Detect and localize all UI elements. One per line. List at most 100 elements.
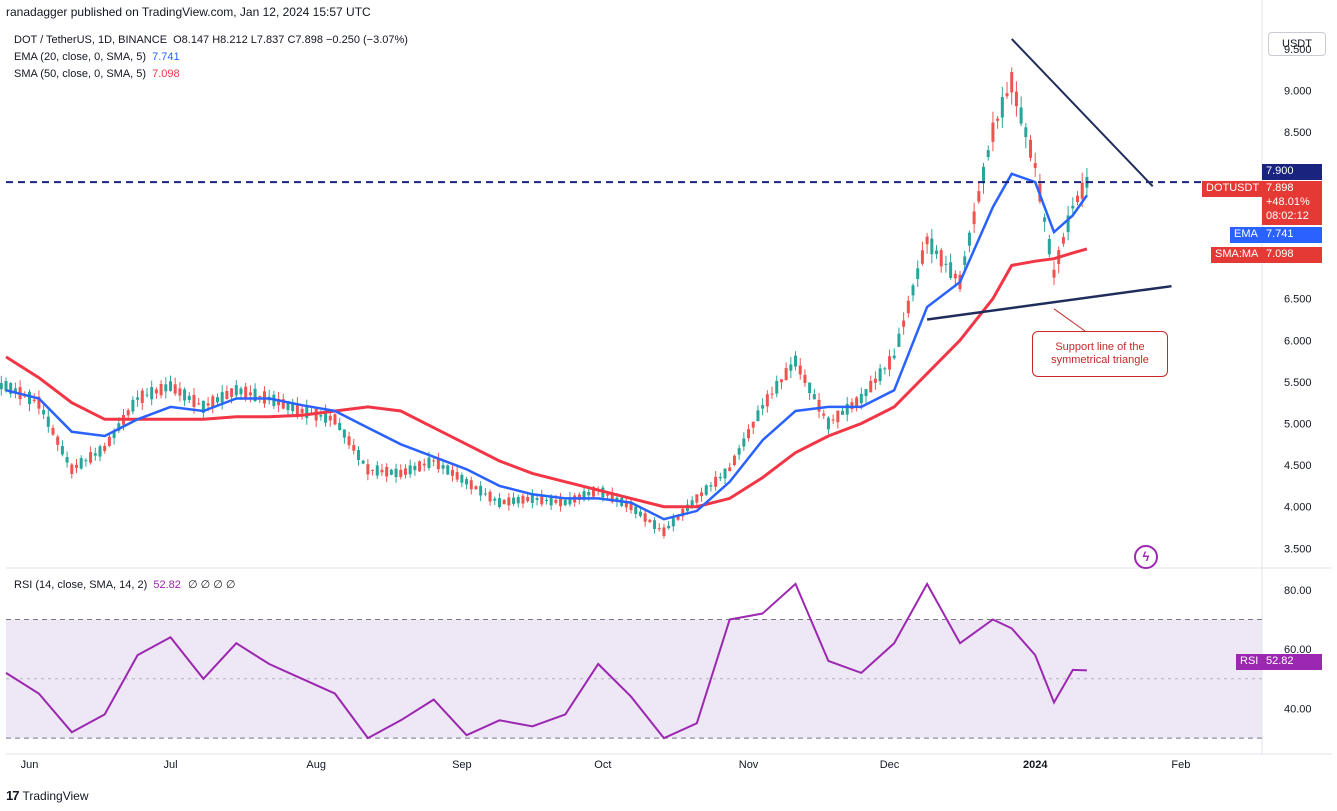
ema-price-tag: 7.741 bbox=[1262, 227, 1322, 243]
candle-body bbox=[841, 410, 845, 415]
candle-body bbox=[775, 380, 779, 394]
candle-body bbox=[117, 423, 121, 431]
candle-body bbox=[84, 460, 88, 462]
candle-body bbox=[972, 211, 976, 225]
candle-body bbox=[493, 498, 497, 501]
y-tick-label: 6.000 bbox=[1284, 335, 1312, 347]
rsi-legend-label: RSI (14, close, SMA, 14, 2) bbox=[14, 579, 148, 591]
sma-line bbox=[5, 247, 1088, 509]
candle-body bbox=[559, 497, 563, 507]
candle-body bbox=[394, 468, 398, 477]
candle-body bbox=[65, 456, 69, 463]
x-tick-label: Feb bbox=[1171, 759, 1190, 771]
candle-body bbox=[441, 465, 445, 469]
candle-body bbox=[361, 460, 365, 464]
candle-body bbox=[930, 238, 934, 255]
candle-body bbox=[145, 394, 149, 396]
candle-body bbox=[432, 460, 436, 462]
candle-body bbox=[408, 465, 412, 475]
candle-body bbox=[1000, 96, 1004, 118]
candle-body bbox=[403, 468, 407, 475]
last-price: 7.898 bbox=[1266, 182, 1294, 194]
candle-body bbox=[742, 438, 746, 447]
candle-body bbox=[234, 385, 238, 396]
candle-body bbox=[220, 392, 224, 403]
candle-body bbox=[42, 410, 46, 415]
candle-body bbox=[869, 380, 873, 393]
ohlc-readout: O8.147 H8.212 L7.837 C7.898 −0.250 (−3.0… bbox=[173, 34, 408, 46]
lightning-alert-icon[interactable]: ϟ bbox=[1134, 545, 1158, 569]
candle-body bbox=[103, 445, 107, 451]
candle-body bbox=[732, 455, 736, 465]
candle-body bbox=[920, 250, 924, 264]
candle-body bbox=[643, 513, 647, 522]
candle-body bbox=[89, 452, 93, 463]
candle-body bbox=[784, 368, 788, 381]
y-tick-label: 6.500 bbox=[1284, 294, 1312, 306]
candle-body bbox=[295, 403, 299, 415]
candle-body bbox=[371, 469, 375, 471]
candle-body bbox=[554, 499, 558, 503]
candle-body bbox=[808, 382, 812, 394]
candle-body bbox=[916, 268, 920, 279]
candle-body bbox=[925, 236, 929, 245]
candle-body bbox=[751, 421, 755, 428]
candle-body bbox=[676, 515, 680, 520]
candle-body bbox=[140, 390, 144, 403]
currency-button[interactable]: USDT bbox=[1268, 32, 1326, 56]
candle-body bbox=[474, 486, 478, 490]
annotation-line-1: Support line of the bbox=[1055, 341, 1145, 353]
candle-body bbox=[902, 320, 906, 327]
candle-body bbox=[944, 263, 948, 265]
x-tick-label: Dec bbox=[880, 759, 900, 771]
candle-body bbox=[112, 430, 116, 439]
candle-body bbox=[488, 491, 492, 502]
candle-body bbox=[107, 436, 111, 446]
candle-body bbox=[277, 398, 281, 406]
rsi-price-tag: 52.82 bbox=[1262, 654, 1322, 670]
candle-body bbox=[606, 494, 610, 496]
candle-body bbox=[281, 399, 285, 409]
candle-body bbox=[718, 476, 722, 479]
candle-body bbox=[779, 379, 783, 383]
candle-body bbox=[1029, 139, 1033, 158]
candle-body bbox=[469, 480, 473, 490]
candle-body bbox=[1052, 269, 1056, 278]
candle-body bbox=[187, 395, 191, 401]
candle-body bbox=[1071, 205, 1075, 209]
candle-body bbox=[93, 453, 97, 456]
rsi-tick-label: 40.00 bbox=[1284, 703, 1312, 715]
x-tick-label: 2024 bbox=[1023, 759, 1048, 771]
candle-body bbox=[502, 499, 506, 505]
candle-body bbox=[1024, 127, 1028, 138]
candle-body bbox=[460, 474, 464, 483]
annotation-pointer bbox=[1053, 308, 1086, 332]
candle-body bbox=[375, 465, 379, 476]
candle-body bbox=[131, 399, 135, 412]
candle-body bbox=[206, 403, 210, 406]
tradingview-logo-icon: 17 bbox=[6, 788, 20, 803]
candle-body bbox=[878, 368, 882, 382]
candle-body bbox=[399, 469, 403, 477]
candle-body bbox=[446, 465, 450, 475]
candle-body bbox=[70, 464, 74, 475]
candle-body bbox=[949, 262, 953, 278]
candle-body bbox=[347, 436, 351, 446]
candle-body bbox=[98, 446, 102, 457]
candle-body bbox=[483, 493, 487, 495]
candle-body bbox=[56, 436, 60, 445]
candle-body bbox=[704, 485, 708, 495]
candle-body bbox=[1010, 72, 1014, 93]
candle-body bbox=[13, 388, 17, 394]
candle-body bbox=[798, 365, 802, 375]
candle-body bbox=[154, 389, 158, 394]
y-tick-label: 8.500 bbox=[1284, 127, 1312, 139]
candle-body bbox=[291, 403, 295, 412]
candle-body bbox=[638, 511, 642, 517]
candle-body bbox=[836, 410, 840, 423]
candle-body bbox=[342, 429, 346, 438]
candle-body bbox=[126, 410, 130, 416]
candle-body bbox=[1061, 237, 1065, 244]
candle-body bbox=[563, 500, 567, 506]
